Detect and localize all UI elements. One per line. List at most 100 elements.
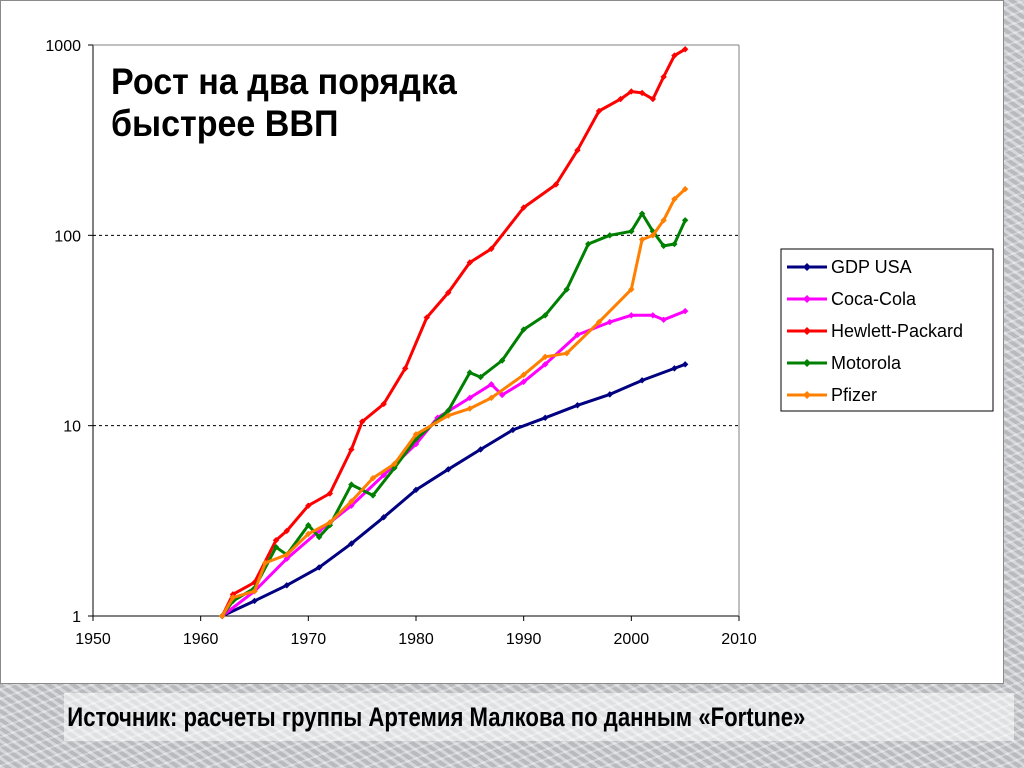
point-pfizer-8 [369, 474, 377, 482]
point-pfizer-20 [649, 232, 657, 239]
point-motorola-26 [681, 217, 689, 224]
point-gdp-usa-8 [477, 446, 484, 453]
chart: 1950 1960 1970 1980 1990 2000 2010 1 10 100 1000 G… [45, 38, 994, 648]
point-motorola-24 [660, 242, 667, 250]
point-motorola-19 [585, 240, 592, 248]
chart-title: Рост на два порядка быстрее ВВП [111, 61, 534, 145]
point-gdp-usa-13 [638, 377, 646, 384]
point-hewlett-packard-20 [628, 88, 635, 95]
point-coca-cola-12 [542, 361, 549, 368]
point-motorola-20 [606, 232, 613, 239]
point-hewlett-packard-17 [574, 147, 581, 154]
x-tick-label-1960: 1960 [183, 631, 219, 648]
legend-entry-motorola: Motorola [787, 353, 902, 373]
legend-marker-coca-cola [803, 295, 811, 303]
legend-marker-motorola [803, 359, 811, 367]
point-hewlett-packard-24 [671, 52, 678, 59]
point-coca-cola-16 [649, 312, 657, 319]
legend-entry-gdp-usa: GDP USA [787, 257, 912, 277]
point-pfizer-4 [283, 551, 290, 558]
point-hewlett-packard-7 [348, 446, 355, 453]
point-motorola-16 [520, 326, 527, 333]
legend-marker-pfizer [803, 391, 811, 399]
y-tick-label-100: 100 [54, 228, 81, 245]
point-pfizer-10 [412, 431, 420, 438]
point-motorola-21 [628, 228, 635, 235]
point-coca-cola-18 [681, 307, 689, 315]
point-pfizer-3 [262, 559, 269, 567]
point-pfizer-16 [563, 350, 570, 357]
point-motorola-15 [498, 357, 506, 364]
series-pfizer [219, 185, 689, 620]
point-pfizer-2 [251, 587, 258, 595]
point-hewlett-packard-10 [402, 365, 409, 372]
point-gdp-usa-5 [380, 514, 387, 521]
point-pfizer-14 [520, 371, 527, 379]
plot-area [93, 45, 739, 616]
point-gdp-usa-10 [542, 414, 549, 421]
point-gdp-usa-9 [509, 426, 517, 434]
series-motorola [219, 210, 689, 620]
point-pfizer-5 [305, 530, 312, 538]
point-motorola-17 [542, 312, 549, 319]
point-hewlett-packard-6 [326, 490, 334, 497]
point-pfizer-12 [466, 405, 474, 412]
x-tick-label-1970: 1970 [291, 631, 327, 648]
point-gdp-usa-14 [671, 365, 678, 372]
point-motorola-8 [348, 481, 355, 488]
legend-label-gdp-usa: GDP USA [831, 257, 912, 277]
point-coca-cola-10 [498, 391, 506, 399]
point-coca-cola-11 [520, 378, 527, 386]
legend-label-motorola: Motorola [831, 353, 902, 373]
y-tick-label-1000: 1000 [45, 38, 81, 55]
point-pfizer-11 [445, 412, 452, 419]
source-caption-text: Источник: расчеты группы Артемия Малкова… [67, 702, 806, 732]
legend-entry-coca-cola: Coca-Cola [787, 289, 917, 309]
point-motorola-14 [477, 373, 484, 381]
point-pfizer-9 [391, 460, 398, 468]
point-hewlett-packard-15 [520, 204, 527, 211]
point-motorola-18 [563, 286, 570, 293]
x-tick-label-1950: 1950 [75, 631, 111, 648]
source-caption: Источник: расчеты группы Артемия Малкова… [64, 693, 1014, 741]
point-pfizer-15 [542, 353, 549, 361]
point-pfizer-1 [229, 594, 237, 601]
point-coca-cola-17 [660, 316, 667, 323]
point-motorola-9 [369, 492, 377, 499]
point-pfizer-23 [681, 185, 689, 193]
point-pfizer-13 [488, 394, 495, 402]
point-hewlett-packard-12 [445, 289, 452, 296]
series-gdp-usa [219, 361, 689, 620]
point-gdp-usa-7 [445, 466, 452, 473]
legend-entry-pfizer: Pfizer [787, 385, 877, 405]
series-lines [219, 46, 689, 620]
x-tick-label-2010: 2010 [721, 631, 757, 648]
point-hewlett-packard-5 [305, 502, 312, 509]
series-line-gdp-usa [221, 362, 686, 618]
legend-marker-hewlett-packard [803, 327, 811, 335]
point-gdp-usa-12 [606, 391, 613, 398]
point-hewlett-packard-16 [552, 181, 560, 188]
legend-entry-hewlett-packard: Hewlett-Packard [787, 321, 963, 341]
legend-marker-gdp-usa [803, 263, 811, 271]
point-hewlett-packard-3 [272, 537, 280, 544]
point-hewlett-packard-13 [466, 259, 474, 266]
point-hewlett-packard-22 [649, 95, 657, 103]
y-tick-label-1: 1 [72, 609, 81, 626]
point-hewlett-packard-2 [251, 579, 258, 586]
point-hewlett-packard-4 [283, 527, 290, 535]
y-tick-label-10: 10 [63, 419, 81, 436]
point-hewlett-packard-18 [595, 107, 603, 115]
point-pfizer-7 [348, 498, 355, 505]
x-tick-label-1980: 1980 [398, 631, 434, 648]
point-gdp-usa-15 [681, 361, 689, 368]
x-tick-label-1990: 1990 [506, 631, 542, 648]
point-hewlett-packard-19 [617, 95, 624, 103]
point-pfizer-6 [326, 519, 334, 526]
point-coca-cola-14 [606, 318, 613, 326]
point-coca-cola-8 [466, 394, 474, 402]
point-gdp-usa-11 [574, 402, 581, 409]
point-gdp-usa-6 [412, 486, 420, 494]
point-motorola-22 [638, 210, 646, 217]
point-pfizer-0 [219, 612, 226, 620]
